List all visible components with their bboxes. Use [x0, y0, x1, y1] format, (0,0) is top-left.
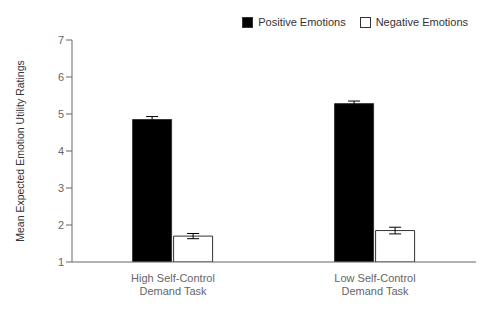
svg-text:5: 5 — [58, 108, 64, 120]
html-text:Positive Emotions: Positive Emotions — [258, 16, 346, 28]
svg-text:1: 1 — [58, 256, 64, 268]
svg-text:6: 6 — [58, 71, 64, 83]
svg-text:7: 7 — [58, 34, 64, 46]
html-text:Negative Emotions: Negative Emotions — [375, 16, 468, 28]
svg-text:High Self-ControlDemand Task: High Self-ControlDemand Task — [131, 272, 215, 297]
svg-text:Low Self-ControlDemand Task: Low Self-ControlDemand Task — [334, 272, 415, 297]
svg-text:4: 4 — [58, 145, 64, 157]
svg-text:3: 3 — [58, 182, 64, 194]
svg-text:2: 2 — [58, 219, 64, 231]
svg-text:Mean Expected Emotion Utility: Mean Expected Emotion Utility Ratings — [14, 60, 26, 242]
